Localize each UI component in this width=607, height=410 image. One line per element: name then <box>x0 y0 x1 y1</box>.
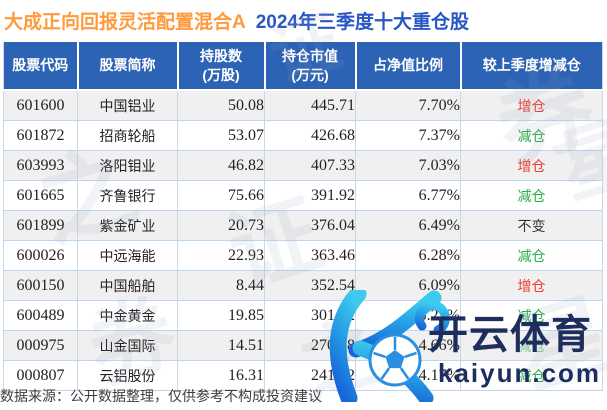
market-value-cell: 426.68 <box>264 120 356 151</box>
shares-cell: 14.51 <box>177 330 265 361</box>
position-change-cell: 减仓 <box>460 240 603 271</box>
market-value-cell: 301.72 <box>264 300 356 331</box>
net-value-pct-cell: 5.21% <box>355 300 461 331</box>
table-row: 601665 齐鲁银行 75.66 391.92 6.77% 减仓 <box>3 180 603 211</box>
stock-name-cell: 中远海能 <box>77 240 178 271</box>
shares-cell: 46.82 <box>177 150 265 181</box>
position-change-cell: 减仓 <box>460 120 603 151</box>
table-row: 600489 中金黄金 19.85 301.72 5.21% 减仓 <box>3 300 603 331</box>
shares-cell: 16.31 <box>177 360 265 391</box>
market-value-cell: 352.54 <box>264 270 356 301</box>
column-header-2: 持股数 (万股) <box>177 42 266 91</box>
change-label: 减仓 <box>517 187 546 204</box>
position-change-cell: 减仓 <box>460 180 603 211</box>
stock-name-cell: 中国船舶 <box>77 270 178 301</box>
stock-name-cell: 紫金矿业 <box>77 210 178 241</box>
market-value-cell: 391.92 <box>264 180 356 211</box>
table-row: 000975 山金国际 14.51 270.08 4.66% 减仓 <box>3 330 603 361</box>
stock-code-cell: 600150 <box>3 270 78 301</box>
data-source-note: 数据来源：公开数据整理，仅供参考不构成投资建议 <box>0 388 322 404</box>
net-value-pct-cell: 6.09% <box>355 270 461 301</box>
position-change-cell: 减仓 <box>460 360 603 391</box>
table-row: 600026 中远海能 22.93 363.46 6.28% 减仓 <box>3 240 603 271</box>
stock-name-cell: 中金黄金 <box>77 300 178 331</box>
shares-cell: 50.08 <box>177 90 265 121</box>
change-label: 增仓 <box>517 97 546 114</box>
position-change-cell: 减仓 <box>460 330 603 361</box>
net-value-pct-cell: 7.70% <box>355 90 461 121</box>
column-header-1: 股票简称 <box>77 42 179 91</box>
holdings-table: 股票代码 股票简称 持股数 (万股) 持仓市值 (万元) 占净值比例 较上季度增减仓 6016… <box>3 42 603 391</box>
net-value-pct-cell: 7.03% <box>355 150 461 181</box>
stock-code-cell: 601665 <box>3 180 78 211</box>
net-value-pct-cell: 6.49% <box>355 210 461 241</box>
net-value-pct-cell: 4.66% <box>355 330 461 361</box>
change-label: 减仓 <box>517 127 546 144</box>
net-value-pct-cell: 4.17% <box>355 360 461 391</box>
net-value-pct-cell: 7.37% <box>355 120 461 151</box>
change-label: 减仓 <box>517 247 546 264</box>
table-row: 600150 中国船舶 8.44 352.54 6.09% 增仓 <box>3 270 603 301</box>
stock-name-cell: 招商轮船 <box>77 120 178 151</box>
change-label: 减仓 <box>517 367 546 384</box>
stock-name-cell: 中国铝业 <box>77 90 178 121</box>
fund-name-title: 大成正向回报灵活配置混合A <box>4 12 246 33</box>
position-change-cell: 增仓 <box>460 270 603 301</box>
column-header-0: 股票代码 <box>3 42 79 91</box>
market-value-cell: 407.33 <box>264 150 356 181</box>
table-row: 603993 洛阳钼业 46.82 407.33 7.03% 增仓 <box>3 150 603 181</box>
stock-code-cell: 600026 <box>3 240 78 271</box>
position-change-cell: 增仓 <box>460 150 603 181</box>
period-title: 2024年三季度十大重仓股 <box>255 12 470 33</box>
table-header-row: 股票代码 股票简称 持股数 (万股) 持仓市值 (万元) 占净值比例 较上季度增减仓 <box>3 42 603 91</box>
stock-code-cell: 601872 <box>3 120 78 151</box>
change-label: 不变 <box>517 217 546 234</box>
change-label: 增仓 <box>517 277 546 294</box>
shares-cell: 22.93 <box>177 240 265 271</box>
shares-cell: 20.73 <box>177 210 265 241</box>
net-value-pct-cell: 6.77% <box>355 180 461 211</box>
change-label: 减仓 <box>517 307 546 324</box>
column-header-3: 持仓市值 (万元) <box>264 42 357 91</box>
stock-code-cell: 000975 <box>3 330 78 361</box>
stock-code-cell: 000807 <box>3 360 78 391</box>
stock-name-cell: 齐鲁银行 <box>77 180 178 211</box>
page-title: 大成正向回报灵活配置混合A 2024年三季度十大重仓股 <box>4 7 469 34</box>
position-change-cell: 减仓 <box>460 300 603 331</box>
shares-cell: 53.07 <box>177 120 265 151</box>
market-value-cell: 376.04 <box>264 210 356 241</box>
stock-code-cell: 600489 <box>3 300 78 331</box>
table-row: 601899 紫金矿业 20.73 376.04 6.49% 不变 <box>3 210 603 241</box>
change-label: 减仓 <box>517 337 546 354</box>
market-value-cell: 270.08 <box>264 330 356 361</box>
change-label: 增仓 <box>517 157 546 174</box>
net-value-pct-cell: 6.28% <box>355 240 461 271</box>
table-row: 601600 中国铝业 50.08 445.71 7.70% 增仓 <box>3 90 603 121</box>
stock-code-cell: 603993 <box>3 150 78 181</box>
shares-cell: 8.44 <box>177 270 265 301</box>
stock-name-cell: 山金国际 <box>77 330 178 361</box>
stock-code-cell: 601600 <box>3 90 78 121</box>
market-value-cell: 445.71 <box>264 90 356 121</box>
shares-cell: 75.66 <box>177 180 265 211</box>
column-header-4: 占净值比例 <box>355 42 462 91</box>
stock-name-cell: 云铝股份 <box>77 360 178 391</box>
stock-code-cell: 601899 <box>3 210 78 241</box>
market-value-cell: 363.46 <box>264 240 356 271</box>
table-row: 601872 招商轮船 53.07 426.68 7.37% 减仓 <box>3 120 603 151</box>
stock-name-cell: 洛阳钼业 <box>77 150 178 181</box>
column-header-5: 较上季度增减仓 <box>460 42 603 91</box>
position-change-cell: 不变 <box>460 210 603 241</box>
position-change-cell: 增仓 <box>460 90 603 121</box>
shares-cell: 19.85 <box>177 300 265 331</box>
